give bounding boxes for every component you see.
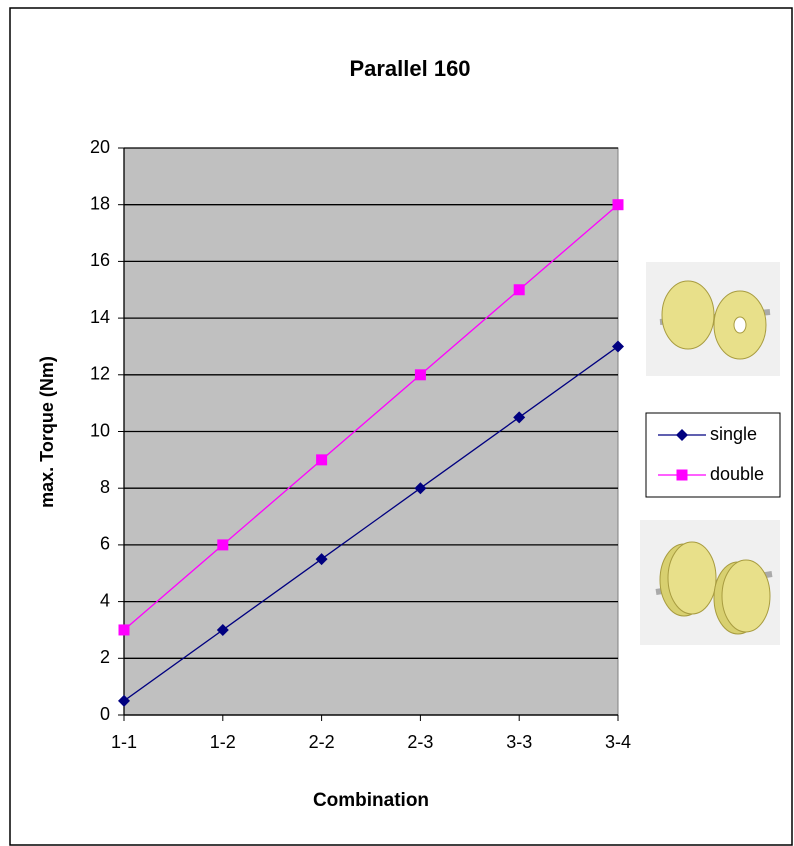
x-tick-label: 1-1 (111, 732, 137, 752)
square-marker (414, 369, 426, 381)
y-tick-label: 20 (90, 137, 110, 157)
x-tick-label: 3-4 (605, 732, 631, 752)
x-tick-label: 2-3 (407, 732, 433, 752)
y-tick-label: 10 (90, 420, 110, 440)
gear-image-double (640, 520, 780, 645)
y-tick-label: 2 (100, 647, 110, 667)
y-tick-label: 16 (90, 250, 110, 270)
square-marker (217, 539, 229, 551)
series-line (123, 204, 619, 631)
square-marker (316, 454, 328, 466)
legend-label: double (710, 464, 764, 484)
square-marker (612, 199, 624, 211)
legend-box (645, 412, 781, 498)
x-tick-label: 2-2 (309, 732, 335, 752)
diamond-marker (676, 429, 688, 441)
diamond-marker (414, 482, 427, 495)
chart-title: Parallel 160 (349, 56, 470, 81)
y-tick-label: 18 (90, 193, 110, 213)
y-tick-label: 0 (100, 704, 110, 724)
gear-image-single (646, 262, 780, 376)
diamond-marker (315, 553, 328, 566)
y-tick-label: 6 (100, 534, 110, 554)
y-tick-label: 14 (90, 307, 110, 327)
diamond-marker (216, 623, 229, 636)
square-marker (676, 469, 688, 481)
y-tick-label: 8 (100, 477, 110, 497)
series-line (123, 345, 619, 702)
legend-label: single (710, 424, 757, 444)
square-marker (513, 284, 525, 296)
x-tick-label: 3-3 (506, 732, 532, 752)
x-axis-label: Combination (313, 790, 429, 811)
y-tick-label: 4 (100, 590, 110, 610)
diamond-marker (118, 694, 130, 707)
y-tick-label: 12 (90, 364, 110, 384)
x-tick-label: 1-2 (210, 732, 236, 752)
diamond-marker (513, 411, 526, 424)
diamond-marker (612, 340, 624, 353)
y-axis-label: max. Torque (Nm) (37, 356, 57, 508)
square-marker (118, 624, 130, 636)
